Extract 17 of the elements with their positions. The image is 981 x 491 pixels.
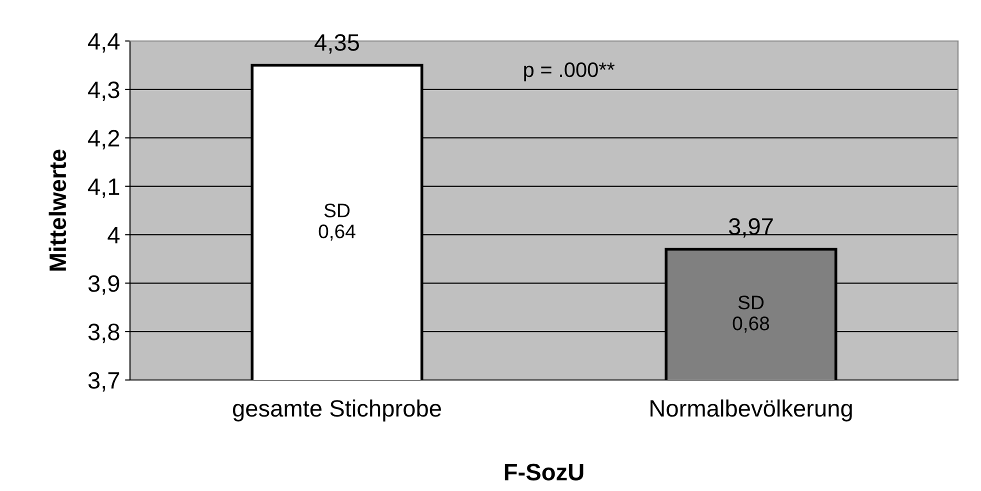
x-tick-label: Normalbevölkerung <box>650 399 852 422</box>
y-tick-label: 4,3 <box>88 81 120 102</box>
y-tick-label: 3,9 <box>88 275 120 295</box>
y-tick-label: 4,1 <box>88 178 120 198</box>
y-tick-label: 3,8 <box>88 324 120 344</box>
x-tick-label: gesamte Stichprobe <box>233 399 441 422</box>
data-label: 4,35 <box>314 34 359 54</box>
y-axis-title: Mittelwerte <box>48 150 66 271</box>
data-label: 3,97 <box>728 218 773 238</box>
y-tick-label: 4,4 <box>88 33 120 53</box>
annotation: p = .000** <box>524 62 615 82</box>
x-axis-title: F-SozU <box>504 464 584 480</box>
y-tick-label: 3,7 <box>88 372 120 392</box>
annotation: SD 0,68 <box>732 296 770 333</box>
y-tick-label: 4,2 <box>88 130 120 150</box>
y-tick-label: 4 <box>108 227 120 244</box>
annotation: SD 0,64 <box>318 204 356 241</box>
